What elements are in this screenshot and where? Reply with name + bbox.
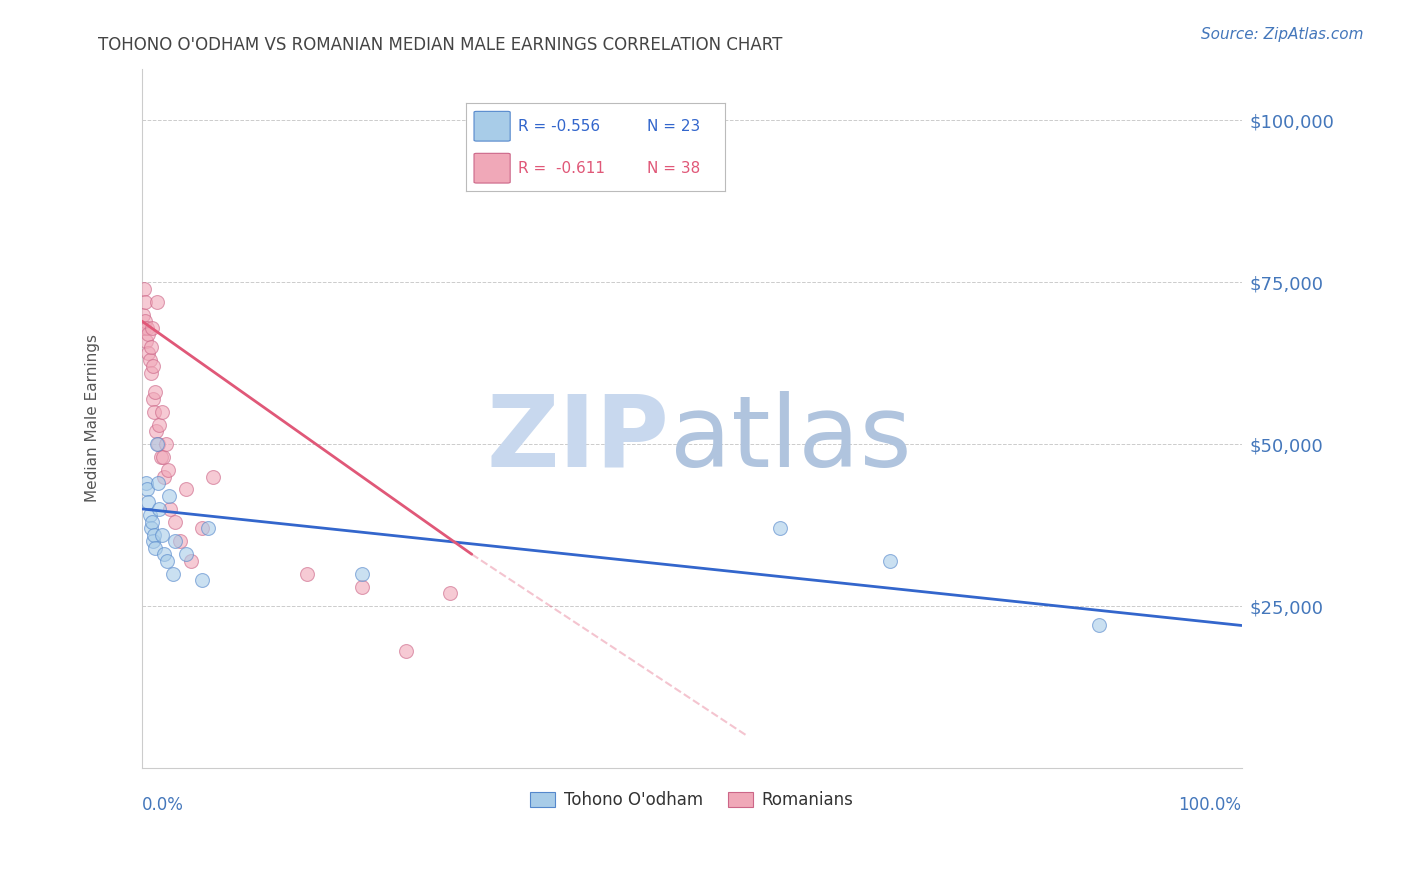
Legend: Tohono O'odham, Romanians: Tohono O'odham, Romanians	[523, 784, 859, 815]
Point	[174, 483, 197, 497]
Point	[152, 450, 174, 464]
Point	[191, 573, 214, 587]
Point	[162, 566, 184, 581]
Point	[169, 534, 191, 549]
Text: TOHONO O'ODHAM VS ROMANIAN MEDIAN MALE EARNINGS CORRELATION CHART: TOHONO O'ODHAM VS ROMANIAN MEDIAN MALE E…	[98, 36, 783, 54]
Point	[395, 644, 418, 658]
Text: 100.0%: 100.0%	[1178, 796, 1241, 814]
Text: 0.0%: 0.0%	[142, 796, 184, 814]
Point	[191, 521, 214, 535]
Point	[134, 294, 156, 309]
Point	[156, 554, 179, 568]
Point	[141, 320, 163, 334]
Point	[136, 483, 159, 497]
Point	[150, 405, 173, 419]
Point	[134, 314, 156, 328]
Point	[1087, 618, 1109, 632]
Point	[142, 528, 165, 542]
Point	[148, 502, 170, 516]
Point	[180, 554, 202, 568]
Point	[157, 463, 180, 477]
Text: ZIP: ZIP	[486, 391, 669, 488]
Point	[146, 294, 169, 309]
Point	[202, 469, 225, 483]
Point	[142, 392, 165, 406]
Point	[163, 534, 186, 549]
Point	[138, 353, 160, 368]
Point	[155, 437, 177, 451]
Point	[174, 547, 197, 561]
Point	[148, 417, 170, 432]
Point	[135, 475, 157, 490]
Point	[879, 554, 901, 568]
Point	[135, 334, 157, 348]
Point	[145, 424, 167, 438]
Text: Median Male Earnings: Median Male Earnings	[84, 334, 100, 502]
Point	[439, 586, 461, 600]
Point	[149, 450, 172, 464]
Point	[153, 547, 176, 561]
Point	[139, 521, 162, 535]
Point	[138, 508, 160, 523]
Point	[148, 437, 170, 451]
Point	[139, 340, 162, 354]
Point	[153, 469, 176, 483]
Point	[138, 495, 160, 509]
Point	[136, 320, 159, 334]
Point	[142, 359, 165, 374]
Point	[143, 385, 166, 400]
Point	[141, 515, 163, 529]
Point	[295, 566, 318, 581]
Point	[143, 541, 166, 555]
Point	[350, 566, 373, 581]
Point	[138, 326, 160, 341]
Text: atlas: atlas	[669, 391, 911, 488]
Point	[157, 489, 180, 503]
Text: Source: ZipAtlas.com: Source: ZipAtlas.com	[1201, 27, 1364, 42]
Point	[150, 528, 173, 542]
Point	[146, 437, 169, 451]
Point	[142, 405, 165, 419]
Point	[197, 521, 219, 535]
Point	[769, 521, 792, 535]
Point	[132, 308, 155, 322]
Point	[132, 282, 155, 296]
Point	[142, 534, 165, 549]
Point	[132, 320, 155, 334]
Point	[138, 346, 160, 360]
Point	[350, 580, 373, 594]
Point	[159, 502, 181, 516]
Point	[163, 515, 186, 529]
Point	[139, 366, 162, 380]
Point	[148, 475, 170, 490]
